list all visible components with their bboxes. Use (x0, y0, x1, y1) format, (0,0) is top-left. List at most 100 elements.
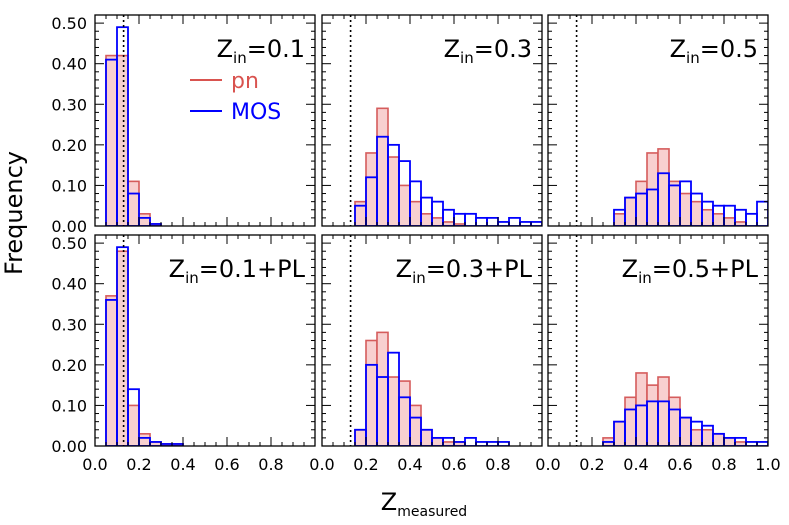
panel-bottom-left: 0.00 0.10 0.20 0.30 0.40 0.50 0.0 0.2 0.4 0.6 0.8 Z… (51, 234, 316, 474)
bars-group (602, 372, 768, 446)
panel-bottom-middle: 0.0 0.2 0.4 0.6 0.8 Zin=0.3+PL (309, 234, 543, 474)
pn-bar (657, 376, 670, 446)
mos-bar (116, 246, 129, 446)
pn-bar (138, 213, 151, 226)
x-tick-label: 0.0 (82, 455, 107, 474)
x-tick-label: 1.0 (755, 455, 780, 474)
pn-bar (646, 384, 659, 446)
panel-top-middle: Zin=0.3 (321, 14, 543, 227)
pn-bar (409, 404, 422, 446)
pn-bar (398, 380, 411, 446)
pn-bar (127, 404, 140, 446)
pn-bar (398, 184, 411, 226)
x-tick-label: 0.2 (126, 455, 151, 474)
x-tick-label: 0.4 (623, 455, 648, 474)
x-tick-label: 0.2 (579, 455, 604, 474)
pn-bar (668, 396, 681, 446)
x-axis-label-main: Z (381, 488, 397, 516)
panel-label-rest: =0.1+PL (199, 255, 306, 283)
pn-bar (624, 396, 637, 446)
mos-bar (745, 212, 758, 226)
mos-bar (508, 216, 521, 226)
panel-label-rest: =0.3+PL (426, 255, 533, 283)
panel-label-sub: in (638, 269, 652, 287)
y-tick-label: 0.40 (51, 55, 87, 74)
pn-bar (354, 428, 367, 446)
panel-label-main: Z (217, 35, 233, 63)
bars-group (613, 148, 768, 226)
panel-label-sub: in (686, 49, 700, 67)
panel-label: Zin=0.3 (444, 35, 532, 67)
x-axis-label: Zmeasured (381, 488, 467, 520)
panel-label-main: Z (670, 35, 686, 63)
pn-bar (431, 217, 444, 226)
panel-label-rest: =0.1 (247, 35, 305, 63)
pn-bar (723, 437, 736, 446)
mos-bar (475, 216, 488, 226)
pn-bar (116, 54, 129, 226)
pn-bar (105, 54, 118, 226)
legend-label-pn: pn (231, 69, 259, 94)
x-axis-label-sub: measured (397, 504, 467, 520)
panel-label: Zin=0.1+PL (169, 255, 306, 287)
pn-bar (635, 372, 648, 446)
pn-bar (116, 250, 129, 446)
y-axis-label: Frequency (0, 151, 28, 275)
pn-bar (701, 428, 714, 446)
mos-bar (464, 212, 477, 226)
panel-label-main: Z (396, 255, 412, 283)
pn-bar (712, 213, 725, 226)
y-tick-label: 0.20 (51, 356, 87, 375)
mos-bar (464, 436, 477, 446)
pn-bar (679, 416, 692, 446)
pn-bar (723, 217, 736, 226)
pn-bar (420, 428, 433, 446)
panel-label: Zin=0.5 (670, 35, 758, 67)
pn-bar (105, 295, 118, 446)
bars-group (354, 107, 542, 226)
y-tick-label: 0.20 (51, 136, 87, 155)
panel-label-main: Z (444, 35, 460, 63)
panel-label-rest: =0.3 (474, 35, 532, 63)
x-tick-label: 0.0 (535, 455, 560, 474)
y-tick-label: 0.30 (51, 315, 87, 334)
panel-label-main: Z (169, 255, 185, 283)
pn-bar (431, 437, 444, 446)
y-tick-label: 0.00 (51, 217, 87, 236)
x-tick-label: 0.6 (667, 455, 692, 474)
panels: 0.000.100.200.300.400.50Zin=0.1pnMOSZin=… (51, 14, 780, 474)
pn-bar (690, 200, 703, 226)
pn-bar (376, 107, 389, 226)
x-tick-label: 0.8 (711, 455, 736, 474)
panel-top-right: Zin=0.5 (547, 14, 769, 227)
pn-bar (387, 376, 400, 446)
pn-bar (138, 433, 151, 446)
panel-label-sub: in (412, 269, 426, 287)
panel-label: Zin=0.1 (217, 35, 305, 67)
pn-bar (365, 152, 378, 226)
pn-bar (613, 420, 626, 446)
mos-bar (756, 200, 768, 226)
x-tick-label: 0.4 (397, 455, 422, 474)
mos-bar (486, 216, 499, 226)
x-tick-label: 0.8 (485, 455, 510, 474)
y-tick-label: 0.50 (51, 234, 87, 253)
pn-bar (624, 196, 637, 226)
pn-bar (376, 331, 389, 446)
y-tick-label: 0.00 (51, 437, 87, 456)
pn-bar (613, 213, 626, 226)
x-tick-label: 0.0 (309, 455, 334, 474)
x-tick-label: 0.4 (170, 455, 195, 474)
pn-bar (387, 156, 400, 226)
panel-label-rest: =0.5 (700, 35, 758, 63)
pn-bar (690, 428, 703, 446)
panel-bottom-right: 0.0 0.2 0.4 0.6 0.8 1.0 Zin=0.5+PL (535, 234, 781, 474)
y-tick-label: 0.30 (51, 95, 87, 114)
panel-label-sub: in (233, 49, 247, 67)
pn-bar (420, 213, 433, 226)
pn-bar (679, 192, 692, 226)
x-tick-label: 0.2 (353, 455, 378, 474)
bars-group (354, 331, 510, 446)
